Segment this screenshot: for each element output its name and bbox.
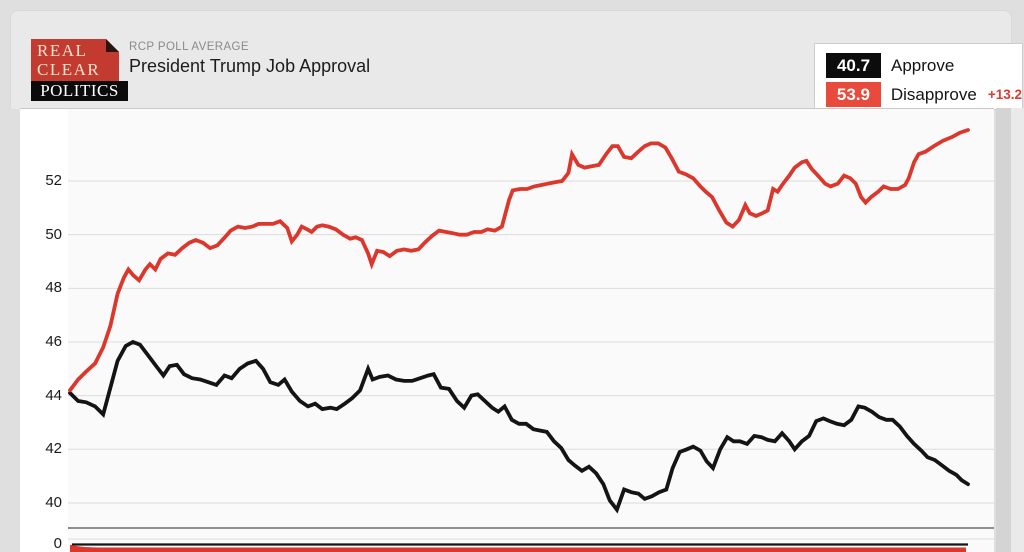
plot-background xyxy=(68,109,994,552)
approve-label: Approve xyxy=(891,55,955,75)
y-tick-label-46: 46 xyxy=(45,332,62,350)
legend-row-approve: 40.7 Approve xyxy=(826,51,1022,80)
disapprove-zero-baseline xyxy=(70,544,966,552)
approve-value-badge: 40.7 xyxy=(826,53,881,78)
header: REAL CLEAR POLITICS RCP POLL AVERAGE Pres… xyxy=(10,10,1023,110)
spread-value: +13.2 xyxy=(987,87,1022,102)
rcp-logo-red-box xyxy=(31,39,119,81)
y-tick-label-52: 52 xyxy=(45,172,62,189)
legend-row-disapprove: 53.9 Disapprove +13.2 xyxy=(826,80,1022,109)
legend-box: 40.7 Approve 53.9 Disapprove +13.2 xyxy=(814,43,1023,110)
rcp-logo-fold-corner-icon xyxy=(106,39,119,52)
chart-panel: 52 50 48 46 44 42 40 0 xyxy=(20,108,994,552)
y-tick-label-44: 44 xyxy=(45,386,62,404)
rcp-logo-politics-band: POLITICS xyxy=(31,81,128,101)
scrollbar-track xyxy=(996,108,1011,552)
chart-kicker: RCP POLL AVERAGE xyxy=(129,41,249,53)
rcp-logo-line1: REAL xyxy=(37,41,88,60)
y-tick-label-42: 42 xyxy=(45,440,62,458)
page-title: President Trump Job Approval xyxy=(129,56,371,76)
y-tick-label-50: 50 xyxy=(45,225,62,243)
approval-line-chart[interactable] xyxy=(68,109,994,552)
rcp-logo-text: REAL CLEAR xyxy=(37,41,100,79)
line-approve[interactable] xyxy=(68,339,970,514)
y-tick-label-40: 40 xyxy=(45,493,62,511)
page-right-margin xyxy=(1011,108,1024,552)
y-tick-label-48: 48 xyxy=(45,279,62,297)
line-disapprove[interactable] xyxy=(68,128,970,393)
rcp-logo[interactable]: REAL CLEAR POLITICS xyxy=(31,39,129,101)
y-tick-label-0: 0 xyxy=(53,535,62,552)
rcp-logo-line2: CLEAR xyxy=(37,60,101,79)
disapprove-value-badge: 53.9 xyxy=(826,82,881,107)
disapprove-label: Disapprove xyxy=(890,84,977,104)
